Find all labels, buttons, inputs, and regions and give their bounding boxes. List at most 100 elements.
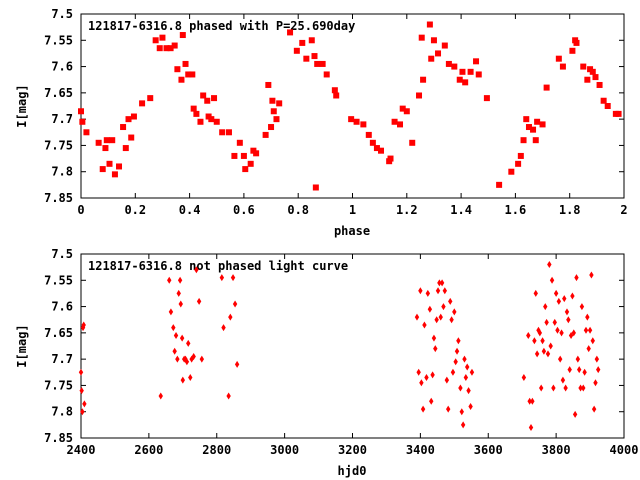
data-point	[373, 145, 380, 152]
data-point	[182, 60, 189, 67]
data-point	[581, 384, 586, 392]
data-point	[378, 147, 385, 154]
data-point	[418, 287, 423, 295]
data-point	[83, 129, 90, 136]
x-tick-label: 2600	[134, 443, 163, 457]
data-point	[194, 266, 199, 274]
x-tick-label: 1.6	[505, 203, 527, 217]
data-point	[450, 368, 456, 376]
data-point	[577, 366, 582, 374]
data-point	[539, 121, 546, 128]
data-point	[523, 116, 530, 123]
data-point	[242, 166, 249, 173]
data-point	[424, 374, 429, 382]
data-point	[439, 279, 445, 287]
data-point	[547, 261, 552, 269]
x-tick-label: 1.8	[559, 203, 581, 217]
data-point	[152, 37, 159, 44]
data-point	[575, 355, 581, 363]
data-point	[167, 276, 172, 284]
x-tick-label: 0.6	[233, 203, 255, 217]
data-point	[438, 313, 443, 321]
data-point	[541, 347, 547, 355]
data-point	[536, 326, 541, 334]
data-point	[200, 92, 207, 99]
data-point	[552, 318, 557, 326]
data-point	[177, 276, 183, 284]
data-point	[365, 131, 372, 138]
y-tick-label: 7.75	[44, 378, 73, 392]
data-point	[268, 124, 275, 131]
data-point	[262, 131, 269, 138]
data-point	[219, 129, 226, 136]
data-point	[287, 29, 294, 36]
data-point	[596, 366, 601, 374]
data-point	[429, 397, 434, 405]
data-point	[574, 274, 579, 282]
data-point	[530, 397, 535, 405]
data-point	[594, 355, 600, 363]
data-point	[420, 405, 426, 413]
data-point	[303, 55, 310, 62]
data-point	[204, 97, 211, 104]
data-point	[459, 408, 464, 416]
data-points	[78, 21, 622, 191]
x-tick-label: 3800	[542, 443, 571, 457]
data-point	[419, 379, 424, 387]
data-point	[172, 347, 177, 355]
data-point	[265, 81, 272, 88]
data-point	[178, 76, 185, 83]
data-point	[159, 34, 166, 41]
data-point	[585, 313, 590, 321]
data-point	[221, 324, 226, 332]
x-tick-label: 2400	[67, 443, 96, 457]
data-point	[452, 308, 457, 316]
data-point	[414, 313, 420, 321]
data-point	[583, 326, 589, 334]
data-point	[459, 68, 466, 75]
data-point	[427, 305, 433, 313]
data-point	[190, 105, 197, 112]
x-tick-label: 2800	[202, 443, 231, 457]
data-point	[319, 60, 326, 67]
data-point	[109, 137, 116, 144]
data-point	[615, 110, 622, 117]
data-point	[333, 92, 340, 99]
data-point	[409, 139, 416, 146]
data-point	[82, 400, 87, 408]
data-point	[387, 155, 394, 162]
data-point	[184, 358, 190, 366]
data-point	[496, 181, 503, 188]
data-point	[225, 129, 232, 136]
data-point	[199, 355, 205, 363]
data-point	[534, 350, 540, 358]
data-points	[78, 261, 601, 431]
data-point	[116, 163, 123, 170]
data-point	[448, 297, 453, 305]
data-point	[147, 95, 154, 102]
data-point	[469, 368, 475, 376]
y-tick-label: 7.55	[44, 33, 73, 47]
data-point	[517, 152, 524, 159]
plot-frame	[80, 253, 625, 439]
x-axis-label: phase	[334, 224, 370, 238]
data-point	[247, 160, 254, 167]
data-point	[78, 108, 84, 115]
data-point	[191, 353, 196, 361]
data-point	[462, 355, 467, 363]
data-point	[604, 103, 611, 109]
data-point	[186, 339, 191, 347]
data-point	[570, 292, 575, 300]
data-point	[81, 321, 86, 329]
data-point	[548, 342, 553, 350]
data-point	[180, 376, 186, 384]
data-point	[397, 121, 404, 128]
data-point	[331, 87, 338, 94]
data-point	[553, 289, 559, 297]
data-point	[444, 376, 450, 384]
data-point	[475, 71, 482, 78]
data-point	[416, 92, 423, 99]
data-point	[572, 410, 578, 418]
y-tick-label: 7.8	[51, 405, 73, 419]
